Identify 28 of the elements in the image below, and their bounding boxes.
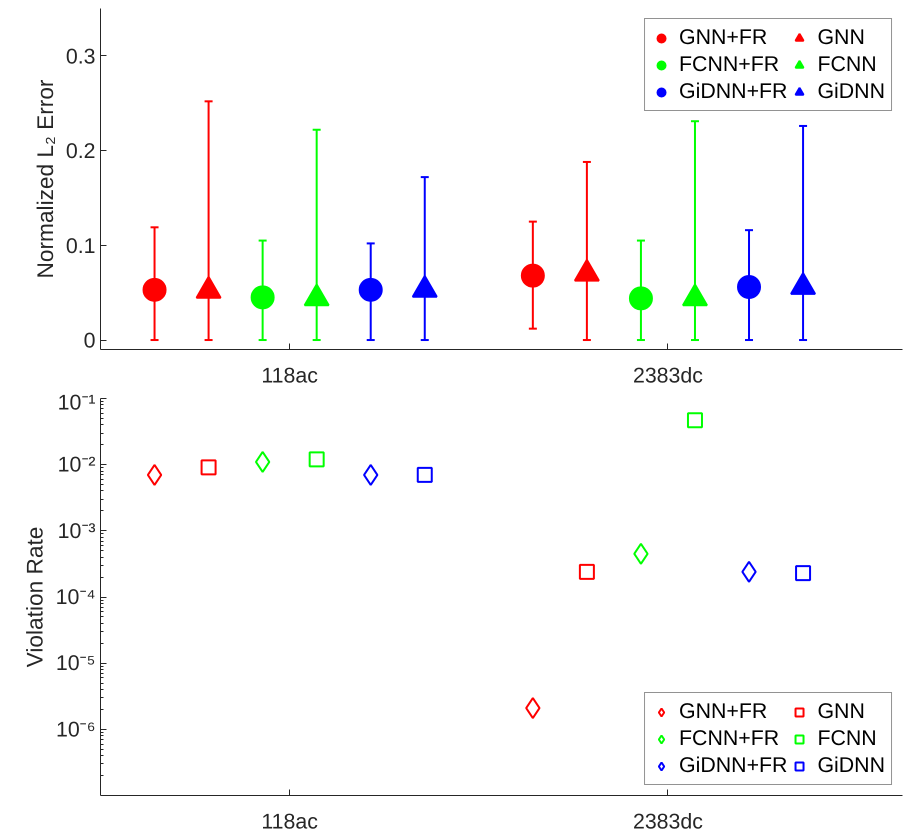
x-tick-label: 118ac [261,364,318,388]
y-tick-label: 10⁻³ [58,518,96,543]
legend-label: GNN [817,25,865,50]
y-axis-title: Violation Rate [22,526,48,668]
legend-label: GNN+FR [679,699,768,724]
y-tick-label: 0 [84,328,96,353]
y-tick-label: 10⁻⁴ [56,585,96,609]
x-tick-label: 2383dc [632,364,704,388]
legend-label: FCNN [817,726,877,751]
y-tick-label: 10⁻⁵ [56,651,96,676]
legend-label: GNN [817,699,865,724]
legend-label: FCNN+FR [679,726,780,751]
y-tick-label: 10⁻¹ [58,390,96,414]
legend-label: FCNN [817,52,877,77]
legend-label: GiDNN [817,753,885,778]
y-axis-title: Normalized L₂ Error [32,79,58,278]
y-tick-label: 10⁻⁶ [56,717,96,742]
legend-label: GiDNN+FR [679,753,788,778]
y-tick-label: 0.3 [66,44,96,68]
x-tick-label: 2383dc [632,810,704,834]
y-tick-label: 0.1 [66,234,96,258]
y-tick-label: 0.2 [66,139,96,164]
legend-label: GiDNN [817,79,885,104]
legend-label: GiDNN+FR [679,79,788,104]
legend-label: GNN+FR [679,25,768,50]
y-tick-label: 10⁻² [58,452,96,477]
legend-label: FCNN+FR [679,52,780,77]
x-tick-label: 118ac [261,810,318,834]
